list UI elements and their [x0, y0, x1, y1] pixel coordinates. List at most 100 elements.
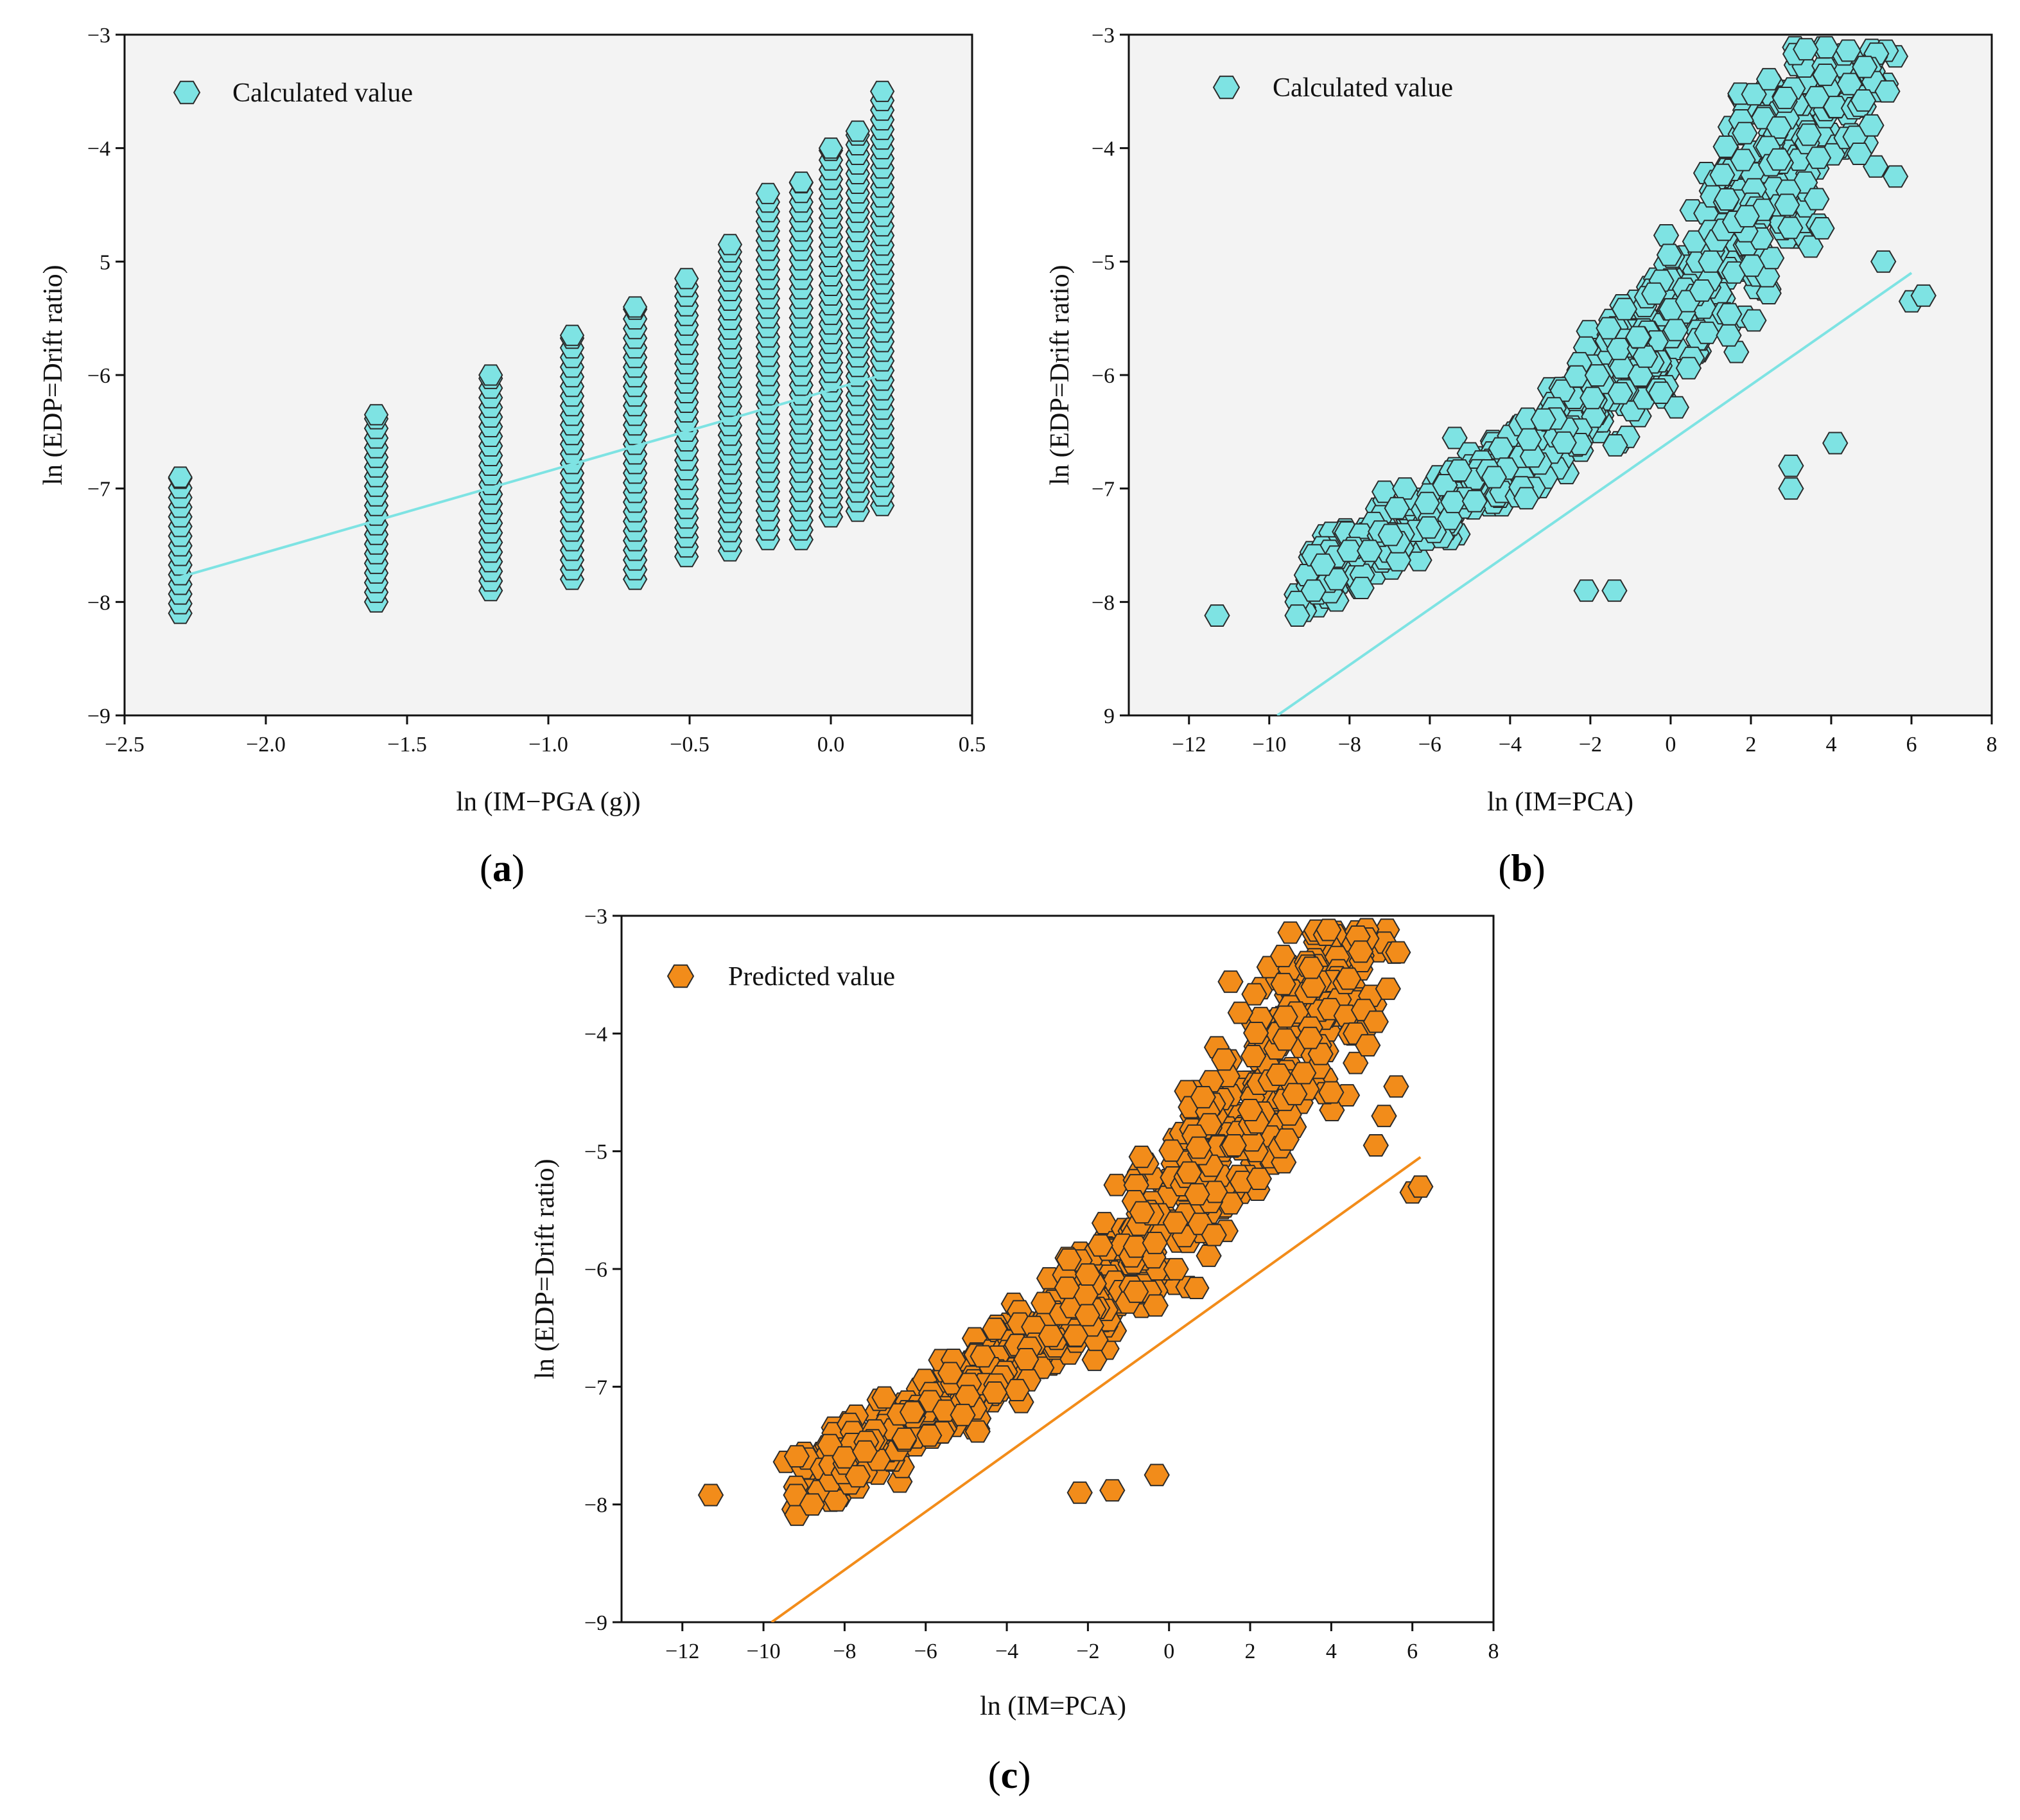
panel-c-data-point	[1062, 1324, 1089, 1347]
panel-c-data-point	[1269, 945, 1296, 968]
panel-b-legend-label: Calculated value	[1273, 73, 1453, 103]
panel-c-data-point	[1383, 1075, 1409, 1098]
panel-c-x-tick-label: 8	[1488, 1640, 1499, 1663]
panel-c-data-point	[1272, 1005, 1298, 1028]
panel-b-data-point	[1805, 146, 1832, 170]
panel-c-data-point	[1087, 1234, 1113, 1257]
panel-b-data-point	[1584, 364, 1610, 387]
panel-c-data-point	[916, 1424, 943, 1447]
panel-b-data-point	[1440, 491, 1467, 514]
panel-c-ticks: −12 −10 −8 −6 −4 −2 0 2 4 6 8 −3 −4 −5 −6 −7 −8 −9	[584, 905, 1499, 1663]
panel-a-data-point	[674, 268, 699, 290]
panel-b-data-point	[1656, 243, 1683, 267]
panel-b-data-point	[1675, 356, 1702, 380]
panel-a-legend-marker	[173, 80, 201, 105]
panel-b-legend-marker	[1212, 75, 1241, 100]
panel-b-y-tick-label: −4	[1092, 137, 1115, 161]
panel-b-data-point	[1519, 445, 1545, 468]
panel-c-data-point	[1176, 1161, 1203, 1184]
panel-b-data-point	[1356, 539, 1383, 563]
panel-c-data-point	[964, 1420, 991, 1443]
panel-b-data-point	[1852, 55, 1878, 78]
panel-c-data-point	[1142, 1294, 1169, 1317]
panel-b-data-point	[1882, 165, 1909, 188]
panel-b-data-point	[1793, 38, 1819, 61]
panel-c-data-point	[1237, 1099, 1264, 1121]
panel-b-y-tick-label: −3	[1092, 24, 1115, 48]
panel-c-y-tick-label: −8	[584, 1494, 607, 1518]
panel-b-data-point	[1348, 577, 1375, 599]
panel-c-y-tick-label: −6	[584, 1258, 607, 1282]
panel-b-x-tick-label: 6	[1906, 733, 1917, 757]
panel-b-data-point	[1846, 143, 1872, 165]
panel-c-data-point	[1103, 1173, 1129, 1196]
panel-b-y-tick-label: −8	[1092, 591, 1115, 615]
panel-c-data-point	[981, 1381, 1008, 1404]
panel-c-data-point	[1282, 1083, 1308, 1106]
panel-c-data-point	[1217, 970, 1244, 993]
panel-a-x-tick-label: −1.0	[528, 733, 568, 757]
panel-c-data-point	[783, 1445, 810, 1468]
panel-c-x-tick-label: −8	[833, 1640, 856, 1663]
panel-b-data-point	[1551, 431, 1577, 454]
panel-c-x-tick-label: −12	[665, 1640, 699, 1663]
panel-c-y-tick-label: −9	[584, 1611, 607, 1635]
panel-c-legend: Predicted value	[666, 962, 895, 992]
panel-b-data-point	[1516, 428, 1542, 451]
panel-b-data-point	[1607, 381, 1633, 405]
panel-c-data-point	[799, 1493, 826, 1516]
panel-b-data-point	[1714, 188, 1740, 211]
panel-a-fit-layer	[180, 374, 883, 579]
panel-c-data-point	[1129, 1201, 1155, 1224]
panel-c-data-point	[1355, 1034, 1381, 1057]
panel-a-x-tick-label: −2.5	[105, 733, 144, 757]
panel-b-x-tick-label: −2	[1579, 733, 1602, 757]
panel-b-x-tick-label: −4	[1499, 733, 1522, 757]
panel-b-fit-layer	[1276, 272, 1913, 715]
panel-b-data-point	[1910, 284, 1937, 307]
panel-b-data-point	[1766, 148, 1792, 171]
panel-b-data-point	[1795, 123, 1822, 146]
panel-b-data-point	[1694, 321, 1720, 344]
panel-b-data-point	[1732, 121, 1758, 144]
panel-b-data-point	[1813, 36, 1840, 59]
panel-a-fit-line	[180, 374, 883, 579]
panel-c-data-point	[1081, 1349, 1108, 1371]
panel-c-data-point	[832, 1446, 858, 1469]
panel-c-data-point	[1270, 972, 1296, 995]
panel-b-data-point	[1739, 254, 1765, 277]
panel-c-y-tick-label: −5	[584, 1141, 607, 1164]
panel-b-y-tick-label: 9	[1104, 704, 1115, 728]
panel-a-data-point	[869, 80, 895, 102]
panel-c-data-point	[1271, 1028, 1298, 1051]
panel-b-data-point	[1513, 487, 1540, 510]
panel-a-y-tick-label: −8	[87, 591, 110, 615]
panel-b-data-point	[1778, 477, 1804, 500]
panel-b-x-tick-label: −10	[1252, 733, 1286, 757]
panel-c-data-point	[1074, 1263, 1101, 1286]
panel-b-data-point	[1606, 337, 1632, 360]
panel-b-data-point	[1774, 193, 1800, 216]
panel-b-data-point	[1608, 356, 1635, 379]
panel-b-data-point	[1446, 459, 1473, 482]
panel-b-data-point	[1573, 579, 1599, 602]
panel-c-data-point	[1142, 1232, 1168, 1254]
panel-b-x-axis-label: ln (IM=PCA)	[1487, 787, 1633, 817]
panel-b-legend: Calculated value	[1212, 73, 1453, 103]
panel-b-data-point	[1822, 432, 1849, 455]
panel-b-points	[1204, 36, 1937, 627]
panel-c-x-tick-label: −2	[1076, 1640, 1099, 1663]
panel-b-data-point	[1863, 155, 1889, 178]
panel-b-x-tick-label: 4	[1825, 733, 1836, 757]
panel-c-data-point	[1013, 1348, 1040, 1370]
panel-c-data-point	[1183, 1277, 1210, 1299]
panel-b-data-point	[1662, 319, 1689, 342]
panel-b-data-point	[1284, 604, 1310, 627]
panel-c-data-point	[1162, 1211, 1188, 1234]
panel-c-data-point	[1291, 1062, 1317, 1085]
panel-a-data-point	[788, 171, 814, 193]
panel-c-y-tick-label: −3	[584, 905, 607, 929]
panel-b-data-point	[1377, 523, 1404, 547]
panel-b-data-point	[1663, 396, 1689, 419]
panel-a-data-point	[717, 234, 743, 256]
